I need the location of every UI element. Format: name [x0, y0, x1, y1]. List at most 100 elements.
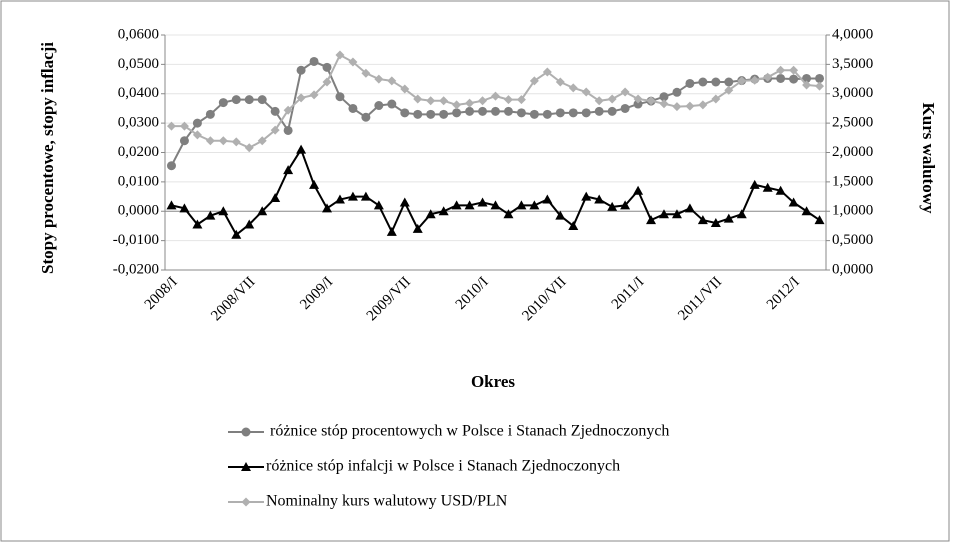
data-point: [309, 56, 319, 66]
data-point: [452, 108, 462, 118]
data-point: [257, 95, 267, 105]
data-point: [192, 219, 203, 229]
data-point: [231, 95, 241, 105]
data-point: [685, 78, 695, 88]
data-point: [814, 215, 825, 225]
data-point: [555, 210, 566, 220]
data-point: [633, 99, 643, 109]
y2-tick-label: 2,0000: [832, 144, 873, 160]
data-point: [776, 73, 786, 83]
data-point: [568, 108, 578, 118]
data-point: [581, 108, 591, 118]
data-point: [594, 96, 604, 106]
data-point: [426, 109, 436, 119]
data-point: [166, 200, 177, 210]
data-point: [529, 200, 540, 210]
y-tick-label: -0,0200: [113, 261, 159, 277]
data-point: [451, 200, 462, 210]
y-tick-label: 0,0400: [118, 85, 159, 101]
data-point: [789, 65, 799, 75]
data-point: [802, 80, 812, 90]
data-point: [373, 200, 384, 210]
data-point: [218, 136, 228, 146]
data-point: [244, 95, 254, 105]
data-point: [179, 121, 189, 131]
data-point: [360, 191, 371, 201]
data-point: [464, 200, 475, 210]
data-point: [270, 106, 280, 116]
data-point: [646, 215, 657, 225]
data-point: [335, 50, 345, 60]
data-point: [542, 194, 553, 204]
data-point: [231, 137, 241, 147]
legend-marker: [241, 462, 251, 471]
data-point: [802, 73, 812, 83]
data-point: [335, 92, 345, 102]
data-point: [347, 191, 358, 201]
data-point: [361, 112, 371, 122]
data-point: [348, 57, 358, 67]
data-point: [257, 206, 268, 216]
y2-tick-label: 0,5000: [832, 232, 873, 248]
data-point: [685, 101, 695, 111]
data-point: [309, 179, 320, 189]
data-point: [426, 96, 436, 106]
data-point: [322, 77, 332, 87]
data-point: [594, 106, 604, 116]
data-point: [711, 77, 721, 87]
y-tick-label: 0,0500: [118, 56, 159, 72]
data-point: [620, 103, 630, 113]
data-point: [646, 96, 656, 106]
data-point: [179, 203, 190, 213]
data-point: [322, 203, 333, 213]
data-point: [425, 209, 436, 219]
data-point: [672, 102, 682, 112]
data-point: [710, 218, 721, 227]
data-point: [750, 75, 760, 85]
data-point: [439, 96, 449, 106]
data-point: [283, 105, 293, 115]
data-point: [671, 209, 682, 219]
y-tick-label: -0,0100: [113, 232, 159, 248]
data-point: [283, 165, 294, 175]
data-point: [205, 136, 215, 146]
data-point: [205, 109, 215, 119]
data-point: [762, 182, 773, 192]
data-point: [400, 84, 410, 94]
data-point: [166, 161, 176, 171]
legend-label: różnice stóp procentowych w Polsce i Sta…: [266, 423, 669, 440]
data-point: [516, 95, 526, 105]
data-point: [166, 121, 176, 131]
data-point: [257, 136, 267, 146]
data-point: [659, 92, 669, 102]
data-point: [737, 76, 747, 86]
data-point: [633, 94, 643, 104]
data-point: [620, 87, 630, 97]
data-point: [724, 77, 734, 87]
data-point: [776, 65, 786, 75]
data-point: [516, 108, 526, 118]
data-point: [724, 85, 734, 95]
data-point: [270, 125, 280, 135]
data-point: [192, 118, 202, 128]
data-point: [698, 100, 708, 110]
data-point: [581, 191, 592, 201]
data-point: [374, 101, 384, 110]
data-point: [413, 94, 423, 104]
data-point: [438, 206, 449, 216]
legend-marker: [241, 497, 251, 507]
data-point: [815, 81, 825, 91]
data-point: [529, 76, 539, 86]
data-point: [749, 179, 760, 189]
legend-marker: [241, 427, 251, 437]
data-point: [452, 100, 462, 110]
data-point: [412, 223, 423, 233]
data-point: [387, 76, 397, 86]
data-point: [400, 108, 410, 118]
x-axis-title: Okres: [471, 372, 515, 391]
data-point: [478, 106, 488, 116]
data-point: [516, 200, 527, 210]
data-point: [179, 136, 189, 146]
data-point: [568, 220, 579, 230]
